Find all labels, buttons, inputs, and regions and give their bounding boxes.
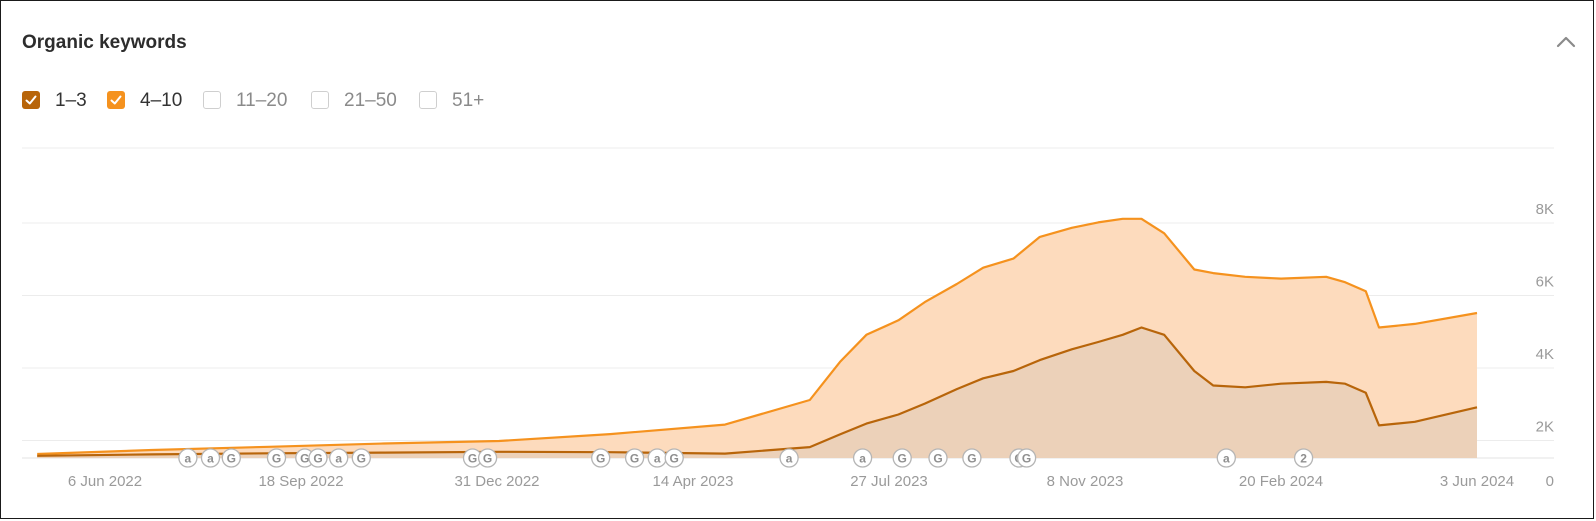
x-tick-label: 20 Feb 2024 [1239,473,1323,490]
annotation-marker[interactable]: G [962,448,982,468]
svg-text:G: G [933,452,942,466]
annotation-marker[interactable]: G [624,448,645,468]
annotation-marker[interactable]: G [295,448,315,468]
legend-label: 21–50 [344,90,397,111]
annotation-marker[interactable]: G [928,448,948,468]
svg-text:G: G [1022,452,1031,466]
legend-item-1-3[interactable]: 1–3 [22,90,92,114]
chevron-up-icon[interactable] [1553,29,1579,55]
annotation-marker[interactable]: G [266,448,287,468]
y-tick-label: 2K [1536,419,1554,436]
annotation-marker[interactable]: a [779,448,799,468]
svg-text:G: G [630,452,639,466]
legend-label: 1–3 [55,90,87,111]
widget-title: Organic keywords [22,32,187,53]
annotation-marker[interactable]: a [852,448,873,468]
svg-text:G: G [898,452,907,466]
y-tick-label: 4K [1536,346,1554,363]
line-1-3 [37,326,1478,457]
svg-text:G: G [596,452,605,466]
annotation-marker[interactable]: G [221,448,241,468]
annotation-marker[interactable]: G [664,448,684,468]
svg-text:G: G [967,452,976,466]
svg-text:G: G [483,452,492,466]
x-tick-label: 14 Apr 2023 [653,473,734,490]
legend-label: 51+ [452,90,485,111]
legend-label: 4–10 [140,90,183,111]
svg-text:G: G [468,452,477,466]
x-tick-label: 31 Dec 2022 [454,473,539,490]
legend-item-4-10[interactable]: 4–10 [107,90,187,114]
legend-item-21-50[interactable]: 21–50 [311,90,406,114]
svg-text:G: G [227,452,236,466]
annotation-marker[interactable]: a [178,448,198,468]
checkbox-4-10[interactable] [107,91,125,109]
x-tick-label: 6 Jun 2022 [68,473,142,490]
checkbox-51-plus[interactable] [419,91,437,109]
line-4-10 [37,217,1478,456]
x-tick-label: 18 Sep 2022 [258,473,343,490]
annotation-marker[interactable]: a [329,448,349,468]
y-tick-label: 0 [1546,473,1554,490]
legend-label: 11–20 [236,90,288,111]
annotation-marker[interactable]: 2 [1293,448,1314,468]
svg-text:a: a [786,452,793,466]
y-tick-label: 8K [1536,201,1554,218]
organic-keywords-chart: 0 2K 4K 6K 8K 6 Jun 2022 18 Sep 2022 31 Dec 20… [22,147,1554,490]
svg-text:a: a [654,452,661,466]
legend-item-51-plus[interactable]: 51+ [419,90,494,114]
area-1-3 [37,327,1478,458]
annotation-marker[interactable]: G [351,448,371,468]
annotation-marker[interactable]: G [591,448,611,468]
y-tick-label: 6K [1536,274,1554,291]
svg-text:a: a [1223,452,1230,466]
x-tick-label: 8 Nov 2023 [1047,473,1124,490]
svg-text:a: a [185,452,192,466]
svg-text:a: a [335,452,342,466]
checkbox-11-20[interactable] [203,91,221,109]
annotation-marker[interactable]: G [308,448,328,468]
svg-text:a: a [207,452,214,466]
x-tick-label: 27 Jul 2023 [850,473,928,490]
svg-text:G: G [300,452,309,466]
annotation-marker[interactable]: G [477,448,498,468]
legend-item-11-20[interactable]: 11–20 [203,90,298,114]
checkbox-1-3[interactable] [22,91,40,109]
annotation-marker[interactable]: a [1216,448,1236,468]
svg-text:G: G [313,452,322,466]
x-tick-label: 3 Jun 2024 [1440,473,1514,490]
svg-text:G: G [272,452,281,466]
checkbox-21-50[interactable] [311,91,329,109]
annotation-marker[interactable]: a [200,448,221,468]
svg-text:G: G [670,452,679,466]
svg-text:2: 2 [1300,452,1307,466]
svg-text:G: G [357,452,366,466]
annotation-marker[interactable]: G [462,448,483,468]
svg-text:a: a [859,452,866,466]
annotation-marker[interactable]: G [892,448,912,468]
annotation-marker[interactable]: a [647,448,667,468]
annotation-marker[interactable]: G [1016,448,1037,468]
